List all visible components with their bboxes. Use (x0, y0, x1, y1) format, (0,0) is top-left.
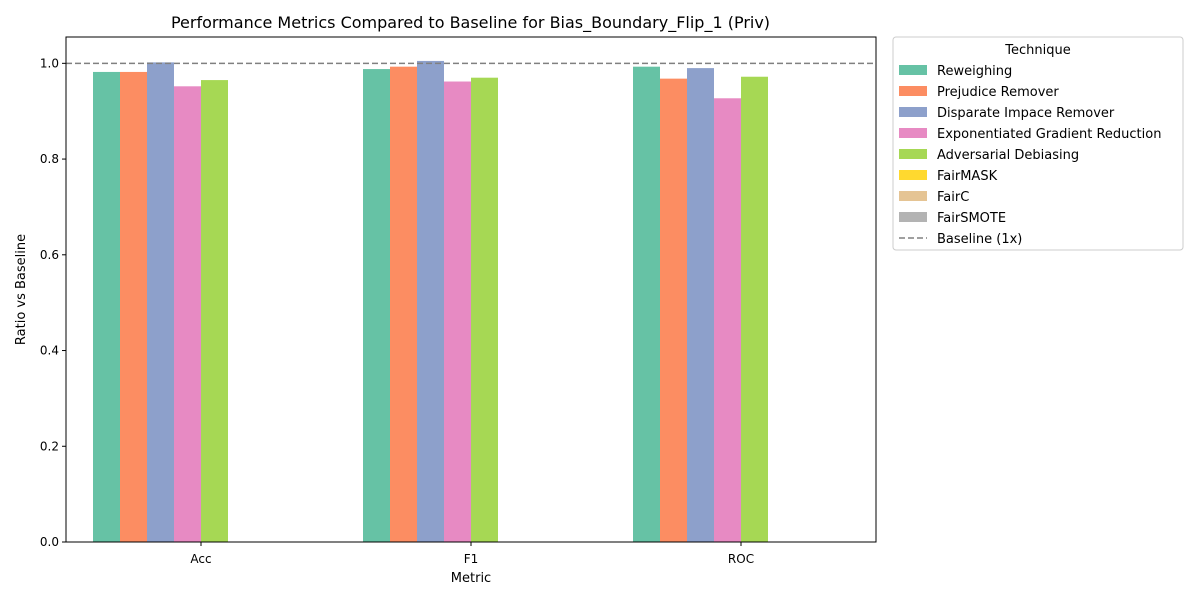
bar-f1-series-3 (444, 81, 471, 543)
legend-label: FairMASK (937, 169, 998, 184)
legend-frame (892, 36, 1184, 251)
legend-swatch (899, 107, 927, 117)
bars-group (93, 60, 768, 543)
x-tick-label: Acc (190, 552, 211, 566)
x-tick-label: F1 (464, 552, 479, 566)
legend-label: Prejudice Remover (937, 85, 1059, 100)
chart-title: Performance Metrics Compared to Baseline… (171, 13, 770, 33)
legend-swatch (899, 191, 927, 201)
legend-swatch (899, 149, 927, 159)
legend-label: Baseline (1x) (937, 232, 1022, 247)
legend-swatch (899, 212, 927, 222)
y-tick-label: 0.2 (40, 439, 59, 453)
legend-label: Adversarial Debiasing (937, 148, 1079, 163)
bar-f1-series-4 (471, 77, 498, 542)
y-tick-label: 0.4 (40, 344, 59, 358)
legend-label: Disparate Impace Remover (937, 106, 1115, 121)
bar-acc-series-0 (93, 71, 120, 542)
bar-roc-series-0 (633, 66, 660, 543)
bar-acc-series-1 (120, 71, 147, 542)
bar-f1-series-0 (363, 69, 390, 542)
legend-label: FairC (937, 190, 969, 205)
y-tick-label: 0.8 (40, 152, 59, 166)
bar-roc-series-3 (714, 98, 741, 543)
bar-roc-series-1 (660, 78, 687, 542)
x-axis: Acc F1 ROC (190, 542, 754, 566)
bar-f1-series-2 (417, 60, 444, 543)
bar-roc-series-4 (741, 76, 768, 542)
legend-label: Exponentiated Gradient Reduction (937, 127, 1161, 142)
legend-swatch (899, 170, 927, 180)
x-axis-label: Metric (451, 571, 491, 586)
legend-swatch (899, 86, 927, 96)
x-tick-label: ROC (728, 552, 754, 566)
legend-swatch (899, 65, 927, 75)
bar-acc-series-3 (174, 86, 201, 543)
legend-label: Reweighing (937, 64, 1012, 79)
bar-acc-series-4 (201, 80, 228, 542)
bar-f1-series-1 (390, 66, 417, 543)
legend-items: Reweighing Prejudice Remover Disparate Imp… (899, 64, 1161, 247)
legend-label: FairSMOTE (937, 211, 1006, 226)
legend-title: Technique (1004, 43, 1070, 58)
bar-roc-series-2 (687, 68, 714, 543)
legend: Technique Reweighing Prejudice Remover Dis… (892, 36, 1184, 251)
y-axis: 0.0 0.2 0.4 0.6 0.8 1.0 (40, 56, 66, 549)
bar-acc-series-2 (147, 62, 174, 543)
legend-swatch (899, 128, 927, 138)
y-tick-label: 1.0 (40, 56, 59, 70)
y-tick-label: 0.0 (40, 535, 59, 549)
y-axis-label: Ratio vs Baseline (14, 234, 29, 345)
y-tick-label: 0.6 (40, 248, 59, 262)
